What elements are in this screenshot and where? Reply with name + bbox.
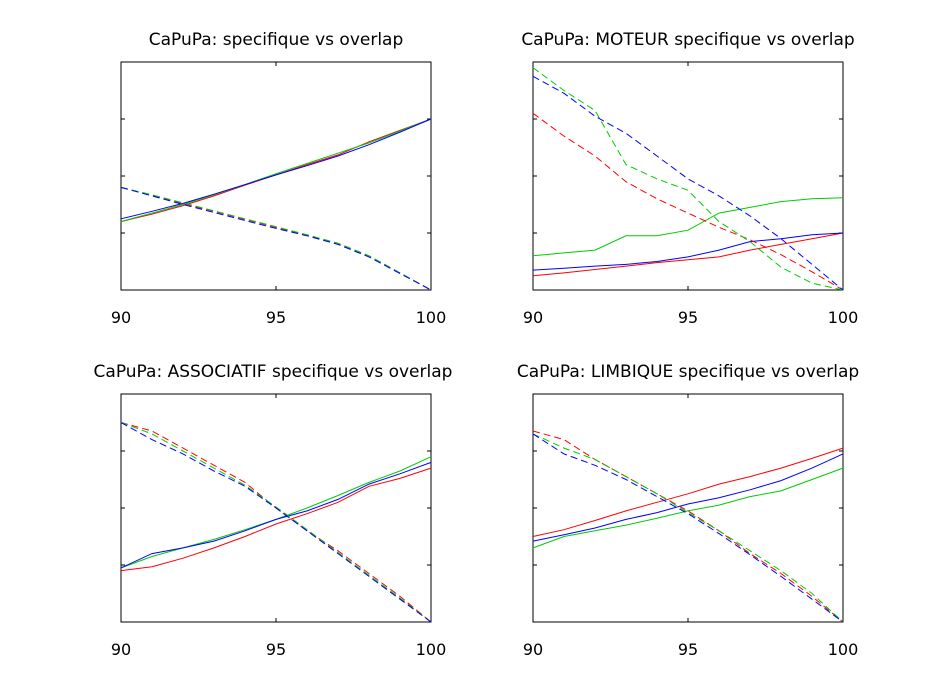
series-line-blue-solid xyxy=(120,461,432,569)
series-line-blue-solid xyxy=(532,232,844,271)
series-line-blue-dashed xyxy=(120,422,432,623)
series-line-green-solid xyxy=(532,197,844,257)
subplot-moteur-specifique-vs-overlap: CaPuPa: MOTEUR specifique vs overlap 90 95… xyxy=(521,30,858,327)
series-line-blue-solid xyxy=(120,118,432,220)
chart-title: CaPuPa: ASSOCIATIF specifique vs overlap xyxy=(94,362,453,382)
series-line-red-solid xyxy=(120,467,432,572)
series-line-red-solid xyxy=(532,232,844,277)
series-line-red-solid xyxy=(532,447,844,537)
series-line-green-dashed xyxy=(532,433,844,623)
series-line-blue-solid xyxy=(532,453,844,542)
series-line-blue-dashed xyxy=(120,186,432,291)
x-tick-label: 100 xyxy=(416,640,447,659)
x-tick-label: 100 xyxy=(828,308,859,327)
series-line-green-dashed xyxy=(120,186,432,291)
x-tick-label: 90 xyxy=(523,308,543,327)
x-tick-label: 90 xyxy=(111,308,131,327)
series-line-blue-dashed xyxy=(532,433,844,623)
x-tick-label: 90 xyxy=(111,640,131,659)
subplot-associatif-specifique-vs-overlap: CaPuPa: ASSOCIATIF specifique vs overlap… xyxy=(94,362,453,659)
series-line-blue-dashed xyxy=(532,75,844,291)
chart-title: CaPuPa: MOTEUR specifique vs overlap xyxy=(521,30,854,50)
subplot-limbique-specifique-vs-overlap: CaPuPa: LIMBIQUE specifique vs overlap 90… xyxy=(517,362,859,659)
axes-frame xyxy=(532,393,844,623)
x-tick-label: 95 xyxy=(266,640,286,659)
x-tick-label: 95 xyxy=(678,640,698,659)
subplot-specifique-vs-overlap: CaPuPa: specifique vs overlap 90 95 100 xyxy=(111,30,446,327)
x-tick-label: 100 xyxy=(828,640,859,659)
series-line-green-dashed xyxy=(532,67,844,291)
series-line-green-solid xyxy=(532,467,844,549)
x-tick-label: 90 xyxy=(523,640,543,659)
chart-title: CaPuPa: specifique vs overlap xyxy=(149,30,404,50)
series-line-green-dashed xyxy=(120,422,432,623)
x-tick-label: 100 xyxy=(416,308,447,327)
series-line-red-dashed xyxy=(532,430,844,623)
axes-frame xyxy=(532,61,844,291)
x-tick-label: 95 xyxy=(678,308,698,327)
axes-frame xyxy=(120,61,432,291)
series-line-red-dashed xyxy=(532,112,844,291)
series-line-green-solid xyxy=(120,118,432,223)
x-tick-label: 95 xyxy=(266,308,286,327)
chart-title: CaPuPa: LIMBIQUE specifique vs overlap xyxy=(517,362,859,382)
